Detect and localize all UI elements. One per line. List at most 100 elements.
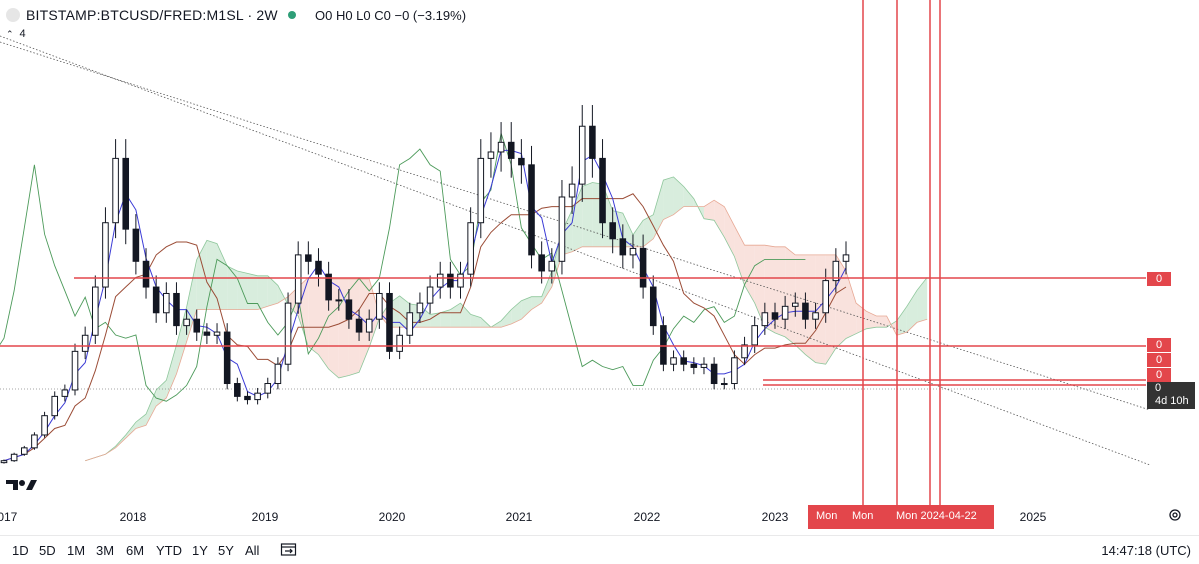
cloud-segment xyxy=(866,311,877,329)
range-6m-button[interactable]: 6M xyxy=(126,543,145,558)
candle-body xyxy=(406,312,414,336)
indicators-toggle[interactable]: ⌃ 4 xyxy=(6,28,26,42)
cloud-segment xyxy=(125,422,136,439)
candle-body xyxy=(507,141,515,159)
candle-body xyxy=(173,292,180,327)
cloud-segment xyxy=(724,206,735,257)
candle-body xyxy=(649,286,657,327)
price-tag-2: 0 xyxy=(1147,338,1171,352)
candle-body xyxy=(822,280,830,314)
cloud-segment xyxy=(683,186,694,207)
candle-body xyxy=(305,254,312,262)
candle-body xyxy=(386,292,393,352)
candle-body xyxy=(791,302,799,307)
cloud-segment xyxy=(714,200,725,238)
cloud-segment xyxy=(917,277,928,323)
time-axis-label: 2021 xyxy=(506,510,533,524)
candle-body xyxy=(51,395,59,417)
cloud-segment xyxy=(541,270,552,304)
candle-body xyxy=(0,460,8,464)
cloud-segment xyxy=(582,182,593,247)
candle-body xyxy=(558,196,566,262)
cloud-segment xyxy=(896,306,907,336)
cloud-segment xyxy=(440,309,451,328)
price-tag-3: 0 xyxy=(1147,353,1171,367)
candle-body xyxy=(71,350,79,391)
range-ytd-button[interactable]: YTD xyxy=(156,543,182,558)
cloud-segment xyxy=(227,266,238,310)
candle-body xyxy=(122,157,130,230)
cloud-segment xyxy=(470,314,481,328)
time-axis-label: 2019 xyxy=(252,510,279,524)
candle-body xyxy=(660,325,667,365)
candle-body xyxy=(213,331,221,336)
candle-body xyxy=(315,260,322,275)
range-1m-button[interactable]: 1M xyxy=(67,543,86,558)
settings-icon[interactable] xyxy=(1168,508,1182,522)
symbol-title[interactable]: BITSTAMP:BTCUSD/FRED:M1SL · 2W xyxy=(26,7,278,23)
cloud-segment xyxy=(764,245,775,333)
range-5y-button[interactable]: 5Y xyxy=(218,543,234,558)
range-3m-button[interactable]: 3M xyxy=(96,543,115,558)
senkou-a-line xyxy=(85,176,928,462)
candle-body xyxy=(335,299,343,302)
candle-body xyxy=(690,363,698,368)
range-1d-button[interactable]: 1D xyxy=(12,543,29,558)
cloud-segment xyxy=(135,414,147,429)
time-axis-label: 2023 xyxy=(762,510,789,524)
candle-body xyxy=(680,357,687,365)
range-1y-button[interactable]: 1Y xyxy=(192,543,208,558)
candle-body xyxy=(426,286,434,304)
candle-body xyxy=(599,157,606,224)
candle-body xyxy=(416,302,424,314)
candle-body xyxy=(436,273,444,288)
cloud-segment xyxy=(328,279,339,378)
candle-body xyxy=(20,447,28,455)
candle-body xyxy=(102,222,109,288)
cloud-segment xyxy=(247,273,258,310)
cloud-segment xyxy=(308,277,319,355)
date-tag-3: Mon 2024-04-22 xyxy=(892,508,981,525)
candle-body xyxy=(487,151,495,159)
candle-body xyxy=(203,331,211,336)
cloud-segment xyxy=(146,389,157,426)
date-tag-2: Mon xyxy=(848,508,878,525)
candle-body xyxy=(578,125,586,185)
range-all-button[interactable]: All xyxy=(245,543,260,558)
time-axis-label: 2022 xyxy=(634,510,661,524)
candle-body xyxy=(700,363,708,368)
time-axis-label: 2018 xyxy=(120,510,147,524)
goto-date-icon[interactable] xyxy=(280,541,298,557)
candle-body xyxy=(761,312,769,327)
candle-body xyxy=(376,292,383,320)
candle-body xyxy=(345,299,353,320)
candle-body xyxy=(812,312,819,320)
senkou-b-line xyxy=(85,199,928,462)
candle-body xyxy=(639,247,647,288)
candle-body xyxy=(183,318,190,327)
candle-body xyxy=(61,389,69,397)
cloud-segment xyxy=(359,279,370,373)
cloud-segment xyxy=(460,303,471,328)
candle-body xyxy=(234,383,241,397)
candle-body xyxy=(355,318,363,333)
range-5d-button[interactable]: 5D xyxy=(39,543,56,558)
candle-body xyxy=(152,286,160,314)
candle-body xyxy=(294,254,302,304)
ohlc-values: O0 H0 L0 C0 −0 (−3.19%) xyxy=(315,8,467,23)
cloud-segment xyxy=(754,245,765,328)
cloud-segment xyxy=(531,296,542,310)
candle-body xyxy=(274,363,282,385)
candle-body xyxy=(396,334,403,352)
cloud-segment xyxy=(632,220,644,247)
candle-body xyxy=(751,325,758,346)
candle-body xyxy=(477,157,485,224)
candle-body xyxy=(720,383,728,386)
candle-body xyxy=(518,157,525,166)
cloud-segment xyxy=(673,176,684,215)
price-chart[interactable]: 2017 2018 2019 2020 2021 2022 2023 2025 xyxy=(0,0,1199,535)
candle-body xyxy=(842,254,850,262)
candle-body xyxy=(568,183,576,198)
chart-header: BITSTAMP:BTCUSD/FRED:M1SL · 2W O0 H0 L0 … xyxy=(0,0,1199,30)
indicator-count: 4 xyxy=(19,28,26,40)
